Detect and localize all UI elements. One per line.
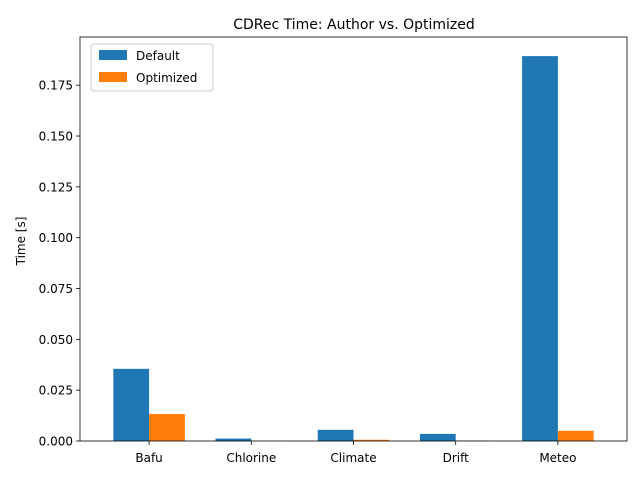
x-tick-label-chlorine: Chlorine — [226, 451, 276, 465]
bar-default-bafu — [113, 368, 150, 441]
legend-swatch-optimized — [99, 72, 127, 82]
y-tick-label: 0.150 — [39, 130, 73, 144]
bar-default-drift — [419, 433, 456, 441]
y-tick-label: 0.100 — [39, 231, 73, 245]
y-tick-label: 0.075 — [39, 282, 73, 296]
x-tick-label-drift: Drift — [443, 451, 470, 465]
y-tick-label: 0.000 — [39, 435, 73, 449]
legend-swatch-default — [99, 50, 127, 60]
axes-group: Bafu Chlorine Climate Drift Meteo 0.000 0.025 0… — [39, 36, 628, 465]
bars-group — [113, 56, 594, 441]
legend-label-default: Default — [136, 49, 180, 63]
y-tick-label: 0.050 — [39, 333, 73, 347]
bar-optimized-bafu — [149, 413, 185, 441]
y-axis-label: Time [s] — [14, 217, 28, 267]
legend-label-optimized: Optimized — [136, 71, 197, 85]
x-tick-label-climate: Climate — [330, 451, 376, 465]
y-tick-label: 0.125 — [39, 180, 73, 194]
bar-optimized-climate — [353, 439, 390, 441]
y-tick-label: 0.175 — [39, 79, 73, 93]
bar-default-climate — [317, 429, 354, 441]
legend: Default Optimized — [90, 43, 214, 92]
x-tick-label-bafu: Bafu — [135, 451, 162, 465]
x-tick-label-meteo: Meteo — [539, 451, 576, 465]
y-tick-label: 0.025 — [39, 384, 73, 398]
plot-frame — [79, 36, 628, 442]
chart-title: CDRec Time: Author vs. Optimized — [233, 17, 475, 33]
bar-default-meteo — [522, 56, 558, 441]
bar-default-chlorine — [215, 438, 252, 441]
bar-optimized-meteo — [557, 430, 594, 441]
